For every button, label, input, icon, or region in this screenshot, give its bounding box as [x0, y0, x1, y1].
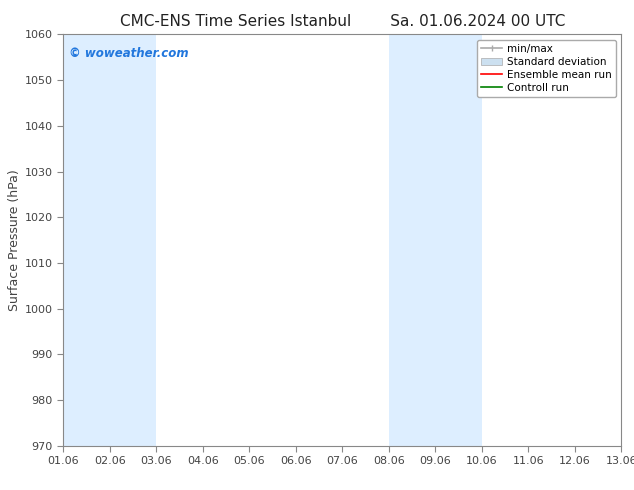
Bar [436, 34, 482, 446]
Title: CMC-ENS Time Series Istanbul        Sa. 01.06.2024 00 UTC: CMC-ENS Time Series Istanbul Sa. 01.06.2… [120, 14, 565, 29]
Bar [389, 34, 436, 446]
Text: © woweather.com: © woweather.com [69, 47, 188, 60]
Legend: min/max, Standard deviation, Ensemble mean run, Controll run: min/max, Standard deviation, Ensemble me… [477, 40, 616, 97]
Bar [110, 34, 157, 446]
Y-axis label: Surface Pressure (hPa): Surface Pressure (hPa) [8, 169, 21, 311]
Bar [63, 34, 110, 446]
